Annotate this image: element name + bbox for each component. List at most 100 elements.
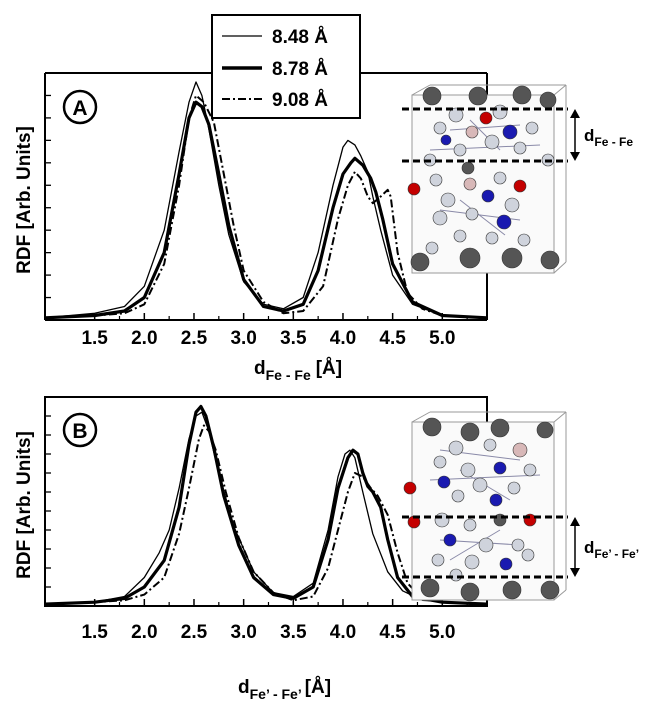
panel-b-distance-label-sub: Fe’ - Fe’: [594, 547, 639, 561]
panel-b-atom: [460, 422, 480, 442]
panel-b-atom: [420, 578, 440, 598]
panel-a-atom: [422, 86, 442, 106]
panel-a-atom: [504, 197, 520, 213]
panel-b-x-tick-label: 1.5: [81, 622, 108, 643]
panel-a-atom: [459, 247, 481, 269]
legend-label-9-08: 9.08 Å: [272, 90, 328, 111]
panel-b-xlabel-sub: Fe’ - Fe’: [250, 686, 302, 702]
panel-a-atom: [433, 121, 447, 135]
panel-a-atoms: [407, 85, 560, 272]
panel-a-atom: [453, 143, 467, 157]
panel-a-atom: [468, 86, 488, 106]
panel-a-atom: [432, 210, 448, 226]
panel-a-atom: [410, 252, 430, 272]
panel-a-x-tick-label: 1.5: [81, 328, 108, 349]
panel-b-atom: [448, 440, 464, 456]
panel-b-atom: [433, 455, 447, 469]
panel-b-x-tick-label: 3.0: [230, 622, 256, 643]
panel-b-cell-edge: [553, 589, 567, 601]
panel-a-atom: [513, 141, 527, 155]
panel-b-distance-label-main: d: [584, 538, 594, 557]
panel-a-atom: [539, 91, 557, 109]
panel-b-atom: [523, 463, 537, 477]
panel-b-atom: [540, 580, 560, 600]
panel-b-atom: [443, 533, 457, 547]
legend-label-8-48: 8.48 Å: [272, 27, 328, 48]
panel-a-x-tick-label: 4.5: [379, 328, 406, 349]
panel-a-atom: [453, 229, 467, 243]
panel-b-x-tick-label: 5.0: [429, 622, 455, 643]
panel-b-atom: [434, 512, 450, 528]
panel-a-xlabel: dFe - Fe [Å]: [254, 358, 342, 383]
panel-a-x-tick-label: 3.5: [280, 328, 307, 349]
panel-a-x-tick-label: 5.0: [429, 328, 455, 349]
panel-b-x-tick-label: 3.5: [280, 622, 307, 643]
panel-b-atom: [460, 462, 476, 478]
panel-a-atom: [485, 231, 499, 245]
panel-a-letter-circle: [62, 89, 98, 125]
panel-a-atom: [448, 107, 464, 123]
legend-label-8-78: 8.78 Å: [272, 59, 328, 80]
panel-a-xlabel-unit: [Å]: [316, 358, 342, 379]
panel-b-distance-label: dFe’ - Fe’: [584, 538, 639, 561]
panel-b-atom: [451, 489, 465, 503]
panel-b-atom: [502, 580, 522, 600]
panel-a-cell-edge: [553, 84, 567, 96]
panel-b-xlabel: dFe’ - Fe’ [Å]: [238, 677, 331, 702]
panel-b-atom: [521, 548, 535, 562]
panel-b-atom: [490, 418, 510, 438]
panel-a-atom: [481, 189, 495, 203]
panel-b-x-tick-label: 2.5: [181, 622, 208, 643]
panel-b-ylabel: RDF [Arb. Units]: [14, 431, 35, 579]
panel-a-atom: [501, 247, 523, 269]
panel-b-letter-circle: [62, 412, 98, 448]
panel-b-series-thick: [44, 404, 488, 606]
panel-a-atom: [461, 161, 475, 175]
panel-b-atom: [472, 477, 488, 493]
panel-b-atom: [483, 438, 497, 452]
panel-a-atom: [440, 192, 456, 208]
panel-a-distance-label: dFe - Fe: [584, 126, 633, 149]
panel-a-atom: [496, 214, 512, 230]
legend: 8.48 Å 8.78 Å 9.08 Å: [211, 14, 361, 119]
panel-a-atom: [525, 121, 539, 135]
panel-a-atom: [493, 171, 507, 185]
panel-b-arrow-head-up: [570, 517, 580, 526]
panel-a-atom: [484, 134, 500, 150]
panel-b-arrow-head-down: [570, 568, 580, 577]
panel-a-xlabel-main: d: [254, 358, 266, 379]
panel-b-atom: [422, 417, 442, 437]
panel-a-arrow-head-up: [570, 109, 580, 118]
panel-b-atom: [489, 493, 503, 507]
panel-a-atom: [492, 104, 508, 120]
panel-a-atom: [479, 111, 493, 125]
panel-a-x-tick-label: 2.5: [181, 328, 208, 349]
panel-a-atom: [502, 124, 518, 140]
panel-a-cell-edge: [553, 261, 567, 274]
panel-a-letter: A: [72, 97, 87, 120]
panel-a-xlabel-sub: Fe - Fe: [266, 367, 311, 383]
panel-b: 1.5 2.0 2.5 3.0 3.5 4.0 4.5 5.0 B RDF [Arb. Uni…: [14, 396, 639, 702]
panel-a-atom: [407, 182, 421, 196]
panel-b-x-tick-label: 4.5: [379, 622, 406, 643]
panel-b-atom: [478, 537, 494, 553]
panel-b-x-tick-label: 4.0: [330, 622, 356, 643]
panel-a-distance-label-sub: Fe - Fe: [594, 135, 633, 149]
panel-b-atom: [449, 568, 463, 582]
panel-b-atom: [463, 518, 477, 532]
panel-a-atom: [440, 134, 452, 146]
panel-a-atom: [465, 125, 479, 139]
panel-a-arrow-head-down: [570, 152, 580, 161]
panel-a-crystal-structure: dFe - Fe: [402, 84, 633, 274]
panel-a: 1.5 2.0 2.5 3.0 3.5 4.0 4.5 5.0 A RDF [Arb. Uni…: [14, 72, 633, 383]
panel-a-x-tick-label: 3.0: [230, 328, 256, 349]
panel-b-xlabel-unit: [Å]: [305, 677, 331, 698]
panel-b-atom: [536, 421, 554, 439]
panel-a-x-tick-label: 4.0: [330, 328, 356, 349]
panel-a-atom: [429, 173, 443, 187]
panel-a-cell-edge: [411, 84, 431, 96]
panel-b-series: [44, 404, 488, 606]
panel-b-atom: [507, 481, 521, 495]
panel-b-atom: [431, 553, 445, 567]
